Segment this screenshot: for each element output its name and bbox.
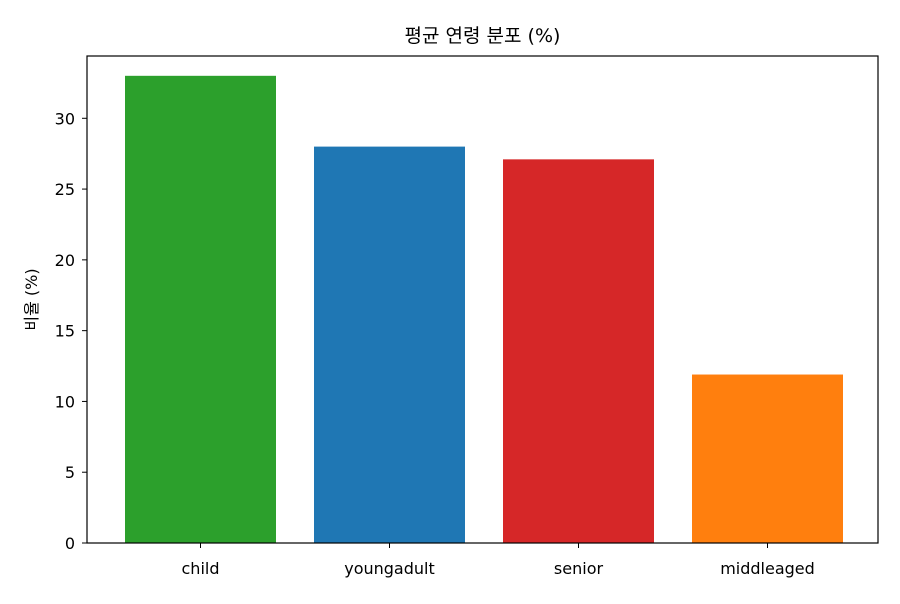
y-tick-label: 20 <box>55 251 75 270</box>
bars-layer <box>125 76 843 543</box>
y-tick-label: 15 <box>55 322 75 341</box>
x-axis-ticks: child youngadult senior middleaged <box>182 543 815 578</box>
y-tick-label: 25 <box>55 180 75 199</box>
bar-child <box>125 76 276 543</box>
bar-middleaged <box>692 375 843 543</box>
y-tick-label: 30 <box>55 109 75 128</box>
x-tick-label: child <box>182 559 220 578</box>
bar-senior <box>503 159 654 543</box>
y-tick-label: 10 <box>55 392 75 411</box>
y-tick-label: 0 <box>65 534 75 553</box>
x-tick-label: youngadult <box>344 559 435 578</box>
x-tick-label: middleaged <box>720 559 815 578</box>
y-axis-label: 비율 (%) <box>22 268 41 330</box>
bar-youngadult <box>314 147 465 543</box>
x-tick-label: senior <box>554 559 604 578</box>
y-tick-label: 5 <box>65 463 75 482</box>
chart-title: 평균 연령 분포 (%) <box>405 25 561 47</box>
y-axis-ticks: 0 5 10 15 20 25 30 <box>55 109 87 553</box>
